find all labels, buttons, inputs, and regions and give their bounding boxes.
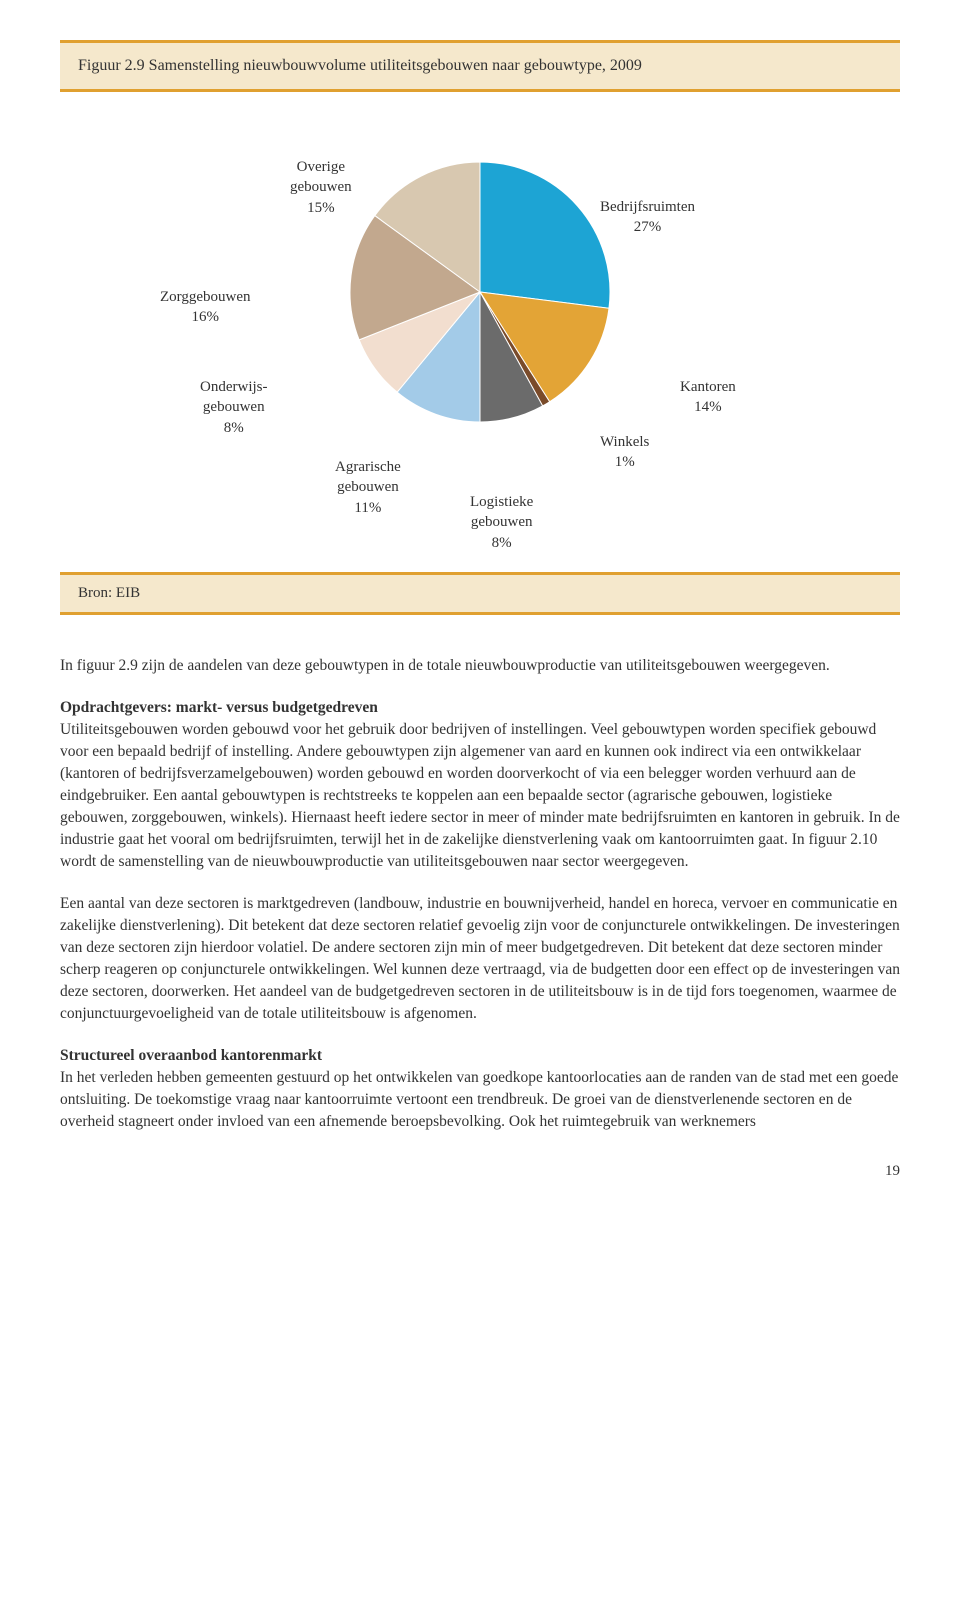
- pie-label: Kantoren14%: [680, 377, 736, 418]
- chart-area: Bedrijfsruimten27% Kantoren14% Winkels1% Lo…: [60, 122, 900, 552]
- pie-label: Agrarischegebouwen11%: [335, 457, 401, 518]
- figure-title-bar: Figuur 2.9 Samenstelling nieuwbouwvolume…: [60, 40, 900, 92]
- paragraph-heading: Structureel overaanbod kantorenmarkt: [60, 1047, 322, 1064]
- pie-label: Logistiekegebouwen8%: [470, 492, 533, 553]
- pie-slice: [480, 162, 610, 308]
- pie-chart: [350, 162, 610, 427]
- paragraph: Een aantal van deze sectoren is marktged…: [60, 893, 900, 1025]
- paragraph-heading: Opdrachtgevers: markt- versus budgetgedr…: [60, 699, 378, 716]
- figure-title: Figuur 2.9 Samenstelling nieuwbouwvolume…: [78, 57, 642, 74]
- page-number: 19: [60, 1163, 900, 1180]
- pie-label: Onderwijs-gebouwen8%: [200, 377, 268, 438]
- body-text: In figuur 2.9 zijn de aandelen van deze …: [60, 655, 900, 1133]
- paragraph-text: In het verleden hebben gemeenten gestuur…: [60, 1069, 898, 1130]
- pie-label: Overigegebouwen15%: [290, 157, 352, 218]
- paragraph-text: In figuur 2.9 zijn de aandelen van deze …: [60, 657, 830, 674]
- pie-label: Winkels1%: [600, 432, 649, 473]
- paragraph: Opdrachtgevers: markt- versus budgetgedr…: [60, 697, 900, 873]
- paragraph: In figuur 2.9 zijn de aandelen van deze …: [60, 655, 900, 677]
- source-bar: Bron: EIB: [60, 572, 900, 615]
- paragraph-text: Een aantal van deze sectoren is marktged…: [60, 895, 900, 1022]
- pie-label: Bedrijfsruimten27%: [600, 197, 695, 238]
- paragraph: Structureel overaanbod kantorenmarkt In h…: [60, 1045, 900, 1133]
- source-text: Bron: EIB: [78, 585, 140, 601]
- pie-label: Zorggebouwen16%: [160, 287, 251, 328]
- paragraph-text: Utiliteitsgebouwen worden gebouwd voor h…: [60, 721, 900, 870]
